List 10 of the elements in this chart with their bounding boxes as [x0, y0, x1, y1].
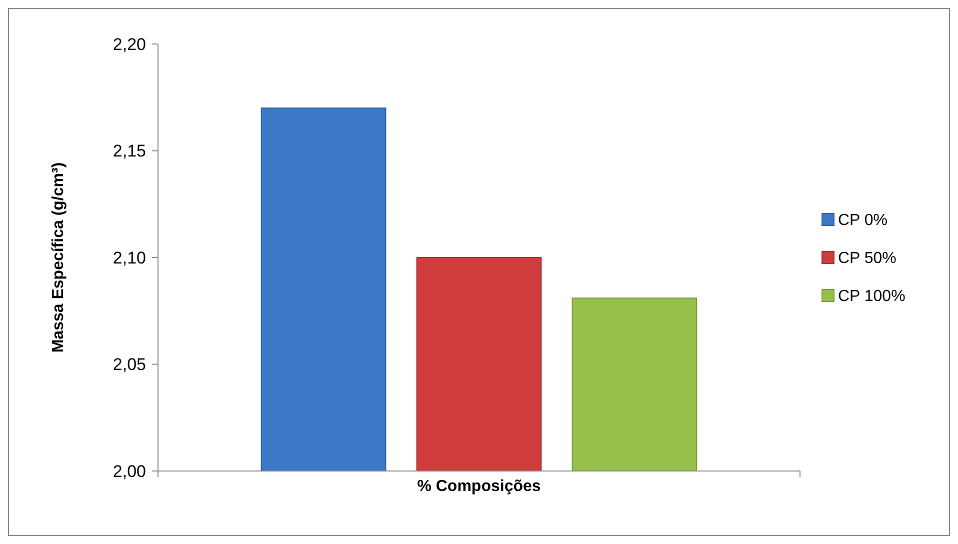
y-tick-label: 2,20 — [112, 34, 146, 54]
y-axis-title: Massa Específica (g/cm³) — [50, 162, 67, 353]
y-tick-label: 2,10 — [112, 248, 146, 268]
legend-label: CP 0% — [838, 212, 888, 230]
legend-label: CP 100% — [838, 288, 906, 306]
y-tick-label: 2,05 — [112, 355, 146, 374]
x-axis-title: % Composições — [417, 478, 541, 495]
legend-label: CP 50% — [838, 250, 896, 268]
y-tick-label: 2,15 — [112, 142, 146, 161]
y-tick-label: 2,00 — [112, 462, 146, 481]
